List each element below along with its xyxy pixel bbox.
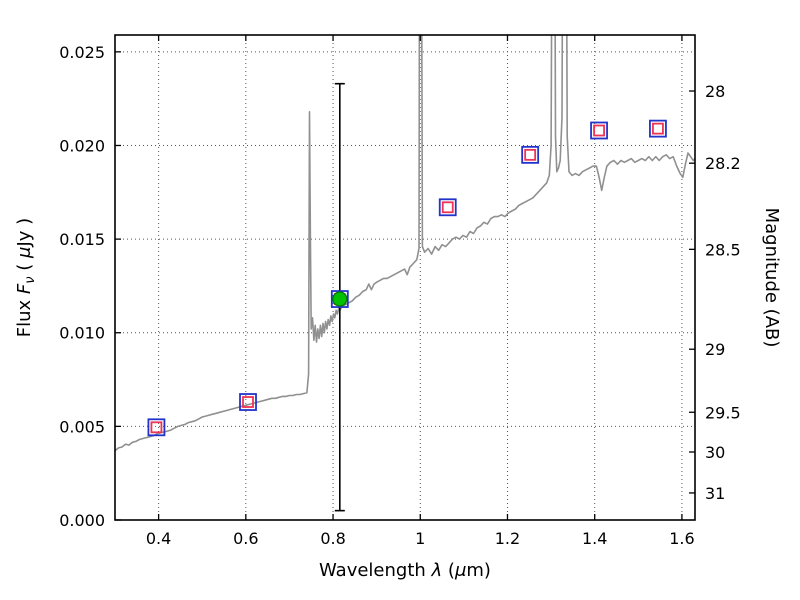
- x-axis-label: Wavelength λ (μm): [319, 560, 491, 581]
- photometry-square-inner: [524, 148, 537, 161]
- axes-frame: [114, 34, 696, 521]
- photometry-square-inner: [242, 396, 254, 408]
- y-tick-label-right: 30: [705, 443, 725, 462]
- photometry-square-inner: [593, 124, 605, 137]
- y-tick-label-right: 29: [705, 340, 725, 359]
- photometry-square-outer: [239, 393, 257, 411]
- y-tick-label-left: 0.025: [59, 43, 105, 62]
- y-tick-label-left: 0.010: [59, 324, 105, 343]
- y-tick-label-right: 29.5: [705, 403, 741, 422]
- x-tick-label: 0.8: [320, 529, 345, 548]
- y-tick-label-left: 0.005: [59, 417, 105, 436]
- photometry-square-inner: [652, 122, 664, 135]
- x-tick-label: 1.6: [669, 529, 694, 548]
- photometry-square-outer: [330, 290, 349, 308]
- y-tick-label-right: 28.2: [705, 154, 741, 173]
- y-axis-label-right: Magnitude (AB): [761, 208, 782, 348]
- y-tick-label-right: 31: [705, 484, 725, 503]
- x-tick-label: 0.6: [233, 529, 258, 548]
- y-tick-label-right: 28: [705, 82, 725, 101]
- photometry-square-outer: [438, 198, 457, 217]
- y-tick-label-left: 0.000: [59, 511, 105, 530]
- photometry-square-outer: [590, 121, 608, 140]
- x-tick-label: 1: [415, 529, 425, 548]
- x-tick-label: 1.2: [495, 529, 520, 548]
- y-tick-label-right: 28.5: [705, 240, 741, 259]
- x-tick-label: 1.4: [582, 529, 607, 548]
- photometry-square-outer: [147, 418, 166, 437]
- photometry-square-inner: [150, 421, 163, 434]
- grid: [115, 35, 695, 521]
- y-axis-label-left: Flux Fν ( μJy ): [14, 218, 38, 337]
- photometry-square-outer: [649, 119, 667, 138]
- photometry-square-outer: [521, 145, 540, 164]
- x-tick-label: 0.4: [146, 529, 171, 548]
- spectrum-line: [115, 35, 695, 452]
- photometry-square-inner: [441, 201, 454, 214]
- y-tick-label-left: 0.015: [59, 230, 105, 249]
- ticks: [115, 35, 695, 521]
- detection-point: [332, 291, 348, 307]
- y-tick-label-left: 0.020: [59, 136, 105, 155]
